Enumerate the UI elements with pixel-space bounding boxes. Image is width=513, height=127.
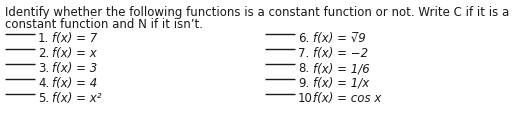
Text: f(x) = 1/x: f(x) = 1/x [313,77,369,90]
Text: f(x) = √̅9: f(x) = √̅9 [313,32,366,45]
Text: f(x) = 7: f(x) = 7 [52,32,97,45]
Text: 4.: 4. [38,77,49,90]
Text: Identify whether the following functions is a constant function or not. Write C : Identify whether the following functions… [5,6,509,19]
Text: f(x) = 1/6: f(x) = 1/6 [313,62,370,75]
Text: f(x) = cos x: f(x) = cos x [313,92,381,105]
Text: f(x) = −2: f(x) = −2 [313,47,368,60]
Text: 7.: 7. [298,47,309,60]
Text: 6.: 6. [298,32,309,45]
Text: 5.: 5. [38,92,49,105]
Text: f(x) = 3: f(x) = 3 [52,62,97,75]
Text: 9.: 9. [298,77,309,90]
Text: 3.: 3. [38,62,49,75]
Text: 1.: 1. [38,32,49,45]
Text: f(x) = 4: f(x) = 4 [52,77,97,90]
Text: f(x) = x: f(x) = x [52,47,97,60]
Text: f(x) = x²: f(x) = x² [52,92,102,105]
Text: 2.: 2. [38,47,49,60]
Text: 8.: 8. [298,62,309,75]
Text: 10.: 10. [298,92,317,105]
Text: constant function and N if it isn’t.: constant function and N if it isn’t. [5,18,203,31]
